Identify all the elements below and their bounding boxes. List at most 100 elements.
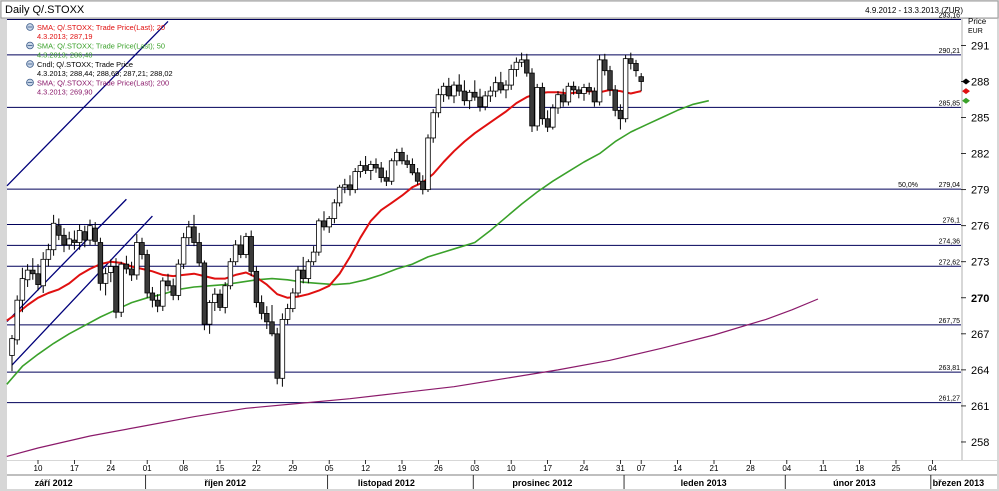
candle-body <box>243 236 249 255</box>
candle-body <box>139 242 145 255</box>
price-tick-label: 279 <box>971 185 989 197</box>
candle-body <box>461 90 468 102</box>
candle-body <box>622 58 629 120</box>
candle-body <box>518 59 525 63</box>
candle-body <box>420 180 426 191</box>
day-tick-label: 24 <box>580 464 589 473</box>
candle-body <box>544 118 551 128</box>
day-tick-label: 25 <box>892 464 901 473</box>
month-label: prosinec 2012 <box>512 478 572 488</box>
day-tick-label: 18 <box>855 464 864 473</box>
level-label: 261,27 <box>939 396 961 403</box>
plot-area <box>7 19 961 460</box>
candle-body <box>149 292 156 301</box>
day-tick-label: 04 <box>928 464 937 473</box>
candle-body <box>154 299 161 307</box>
day-tick-label: 04 <box>782 464 791 473</box>
candle-body <box>414 172 421 182</box>
legend-values: 4.3.2013; 269,90 <box>37 88 92 97</box>
candle-body <box>134 242 140 276</box>
candle-body <box>102 273 109 284</box>
candle-body <box>108 266 114 273</box>
candle-body <box>560 94 566 103</box>
candle-body <box>40 258 46 287</box>
candle-body <box>352 171 358 191</box>
candle-body <box>9 338 15 356</box>
candle-body <box>555 94 561 109</box>
day-tick-label: 29 <box>288 464 297 473</box>
candle-body <box>14 299 20 341</box>
candle-body <box>440 85 447 96</box>
candle-body <box>482 95 488 108</box>
last-value-marker <box>962 88 970 95</box>
candle-body <box>451 84 457 97</box>
price-tick-label: 288 <box>971 76 989 88</box>
candle-body <box>539 87 546 120</box>
month-label: leden 2013 <box>681 478 727 488</box>
candle-body <box>591 90 598 103</box>
candle-body <box>269 321 275 335</box>
candle-body <box>373 163 379 169</box>
day-tick-label: 21 <box>710 464 719 473</box>
candle-body <box>534 87 540 127</box>
candle-body <box>508 69 514 86</box>
candlesticks <box>9 52 644 387</box>
indicator-icon <box>26 41 34 50</box>
month-label: únor 2013 <box>833 478 876 488</box>
candle-body <box>180 237 187 265</box>
candle-body <box>331 202 338 219</box>
candle-body <box>456 84 462 92</box>
day-tick-label: 28 <box>746 464 755 473</box>
day-tick-label: 08 <box>179 464 188 473</box>
candle-body <box>160 280 166 307</box>
candle-body <box>253 270 260 303</box>
candle-body <box>310 251 317 263</box>
candle-body <box>300 269 306 279</box>
candle-body <box>295 269 301 294</box>
legend-name: SMA; Q/.STOXX; Trade Price(Last); 20 <box>37 23 165 32</box>
candle-body <box>357 165 364 173</box>
candle-body <box>602 59 608 72</box>
candle-body <box>529 72 535 127</box>
candle-body <box>82 231 88 241</box>
candle-body <box>565 85 572 103</box>
indicator-legend: SMA; Q/.STOXX; Trade Price(Last); 20 4.3.… <box>26 23 173 97</box>
day-tick-label: 17 <box>70 464 79 473</box>
last-value-marker <box>962 78 970 85</box>
candle-body <box>586 87 592 92</box>
candle-body <box>446 85 452 97</box>
day-tick-label: 24 <box>106 464 115 473</box>
price-tick-label: 267 <box>971 329 989 341</box>
level-label: 293,16 <box>939 12 961 19</box>
price-tick-label: 282 <box>971 149 989 161</box>
month-label: březen 2013 <box>933 478 985 488</box>
candle-body <box>274 333 280 379</box>
candle-body <box>477 96 483 108</box>
candle-body <box>576 89 582 94</box>
candle-body <box>425 137 431 191</box>
candle-body <box>326 218 332 228</box>
sma-line <box>6 298 819 457</box>
price-axis-unit: EUR <box>968 28 983 35</box>
day-tick-label: 05 <box>325 464 334 473</box>
candle-body <box>612 89 618 111</box>
candle-body <box>336 186 343 204</box>
level-label: 279,04 <box>939 182 961 189</box>
candle-body <box>227 261 234 287</box>
level-label: 290,21 <box>939 48 961 55</box>
candle-body <box>513 61 520 70</box>
indicator-icon <box>26 60 34 68</box>
candle-body <box>191 226 197 243</box>
candle-body <box>248 236 254 272</box>
level-label: 272,62 <box>939 259 961 266</box>
candle-body <box>607 70 613 91</box>
candle-body <box>232 244 239 263</box>
day-tick-label: 26 <box>434 464 443 473</box>
legend-values: 4.3.2013; 286,40 <box>37 51 92 60</box>
candle-body <box>524 59 530 74</box>
day-tick-label: 11 <box>819 464 828 473</box>
level-label: 274,36 <box>939 238 961 245</box>
candle-body <box>581 87 587 94</box>
candle-body <box>633 63 639 72</box>
